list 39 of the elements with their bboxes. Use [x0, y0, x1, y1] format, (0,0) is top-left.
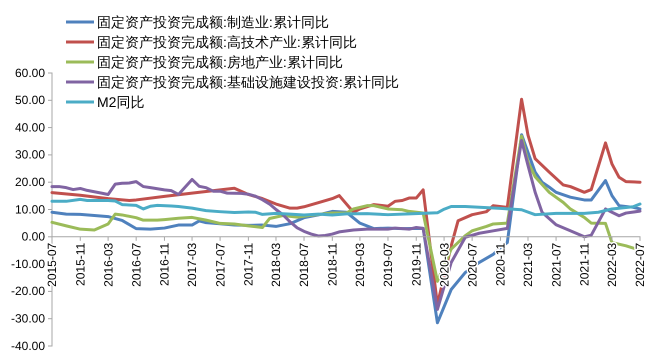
- legend-label: 固定资产投资完成额:高技术产业:累计同比: [97, 34, 357, 50]
- y-tick-label: 20.00: [14, 175, 46, 190]
- y-tick-label: 40.00: [14, 120, 46, 134]
- y-tick-label: -40.00: [10, 338, 46, 353]
- y-tick-label: 60.00: [14, 66, 46, 80]
- x-tick-label: 2019-03: [353, 242, 368, 287]
- x-tick-label: 2021-03: [521, 242, 536, 287]
- y-tick-label: -30.00: [10, 312, 46, 326]
- x-tick-label: 2022-03: [605, 242, 620, 287]
- x-tick-label: 2020-03: [437, 242, 452, 287]
- x-tick-label: 2018-11: [326, 242, 340, 286]
- y-tick-label: 50.00: [14, 93, 46, 108]
- x-tick-label: 2015-11: [73, 242, 88, 286]
- x-tick-label: 2017-07: [213, 242, 228, 287]
- x-tick-label: 2017-03: [185, 242, 200, 287]
- x-tick-label: 2017-11: [242, 242, 256, 286]
- x-tick-label: 2018-07: [297, 242, 312, 287]
- x-tick-label: 2020-07: [465, 242, 480, 287]
- legend-label: M2同比: [97, 94, 144, 110]
- y-tick-label: 0.00: [22, 230, 46, 244]
- legend-label: 固定资产投资完成额:房地产业:累计同比: [97, 54, 343, 70]
- y-tick-label: 30.00: [14, 148, 46, 162]
- legend-label: 固定资产投资完成额:制造业:累计同比: [97, 14, 329, 30]
- x-tick-label: 2019-07: [381, 242, 396, 287]
- x-tick-label: 2019-11: [409, 242, 424, 286]
- legend-label: 固定资产投资完成额:基础设施建设投资:累计同比: [97, 74, 399, 90]
- x-tick-label: 2020-11: [494, 242, 508, 286]
- x-tick-label: 2018-03: [269, 242, 284, 287]
- line-series: [50, 198, 642, 216]
- x-tick-label: 2021-07: [549, 242, 564, 287]
- y-tick-label: -20.00: [10, 284, 46, 298]
- y-tick-label: -10.00: [10, 256, 46, 271]
- x-tick-label: 2015-07: [45, 242, 60, 287]
- x-tick-label: 2021-11: [578, 242, 592, 286]
- x-tick-label: 2016-07: [129, 242, 144, 287]
- x-tick-label: 2016-03: [101, 242, 116, 287]
- y-tick-label: 10.00: [14, 202, 46, 216]
- x-tick-label: 2022-07: [633, 242, 648, 287]
- x-tick-label: 2016-11: [158, 242, 172, 286]
